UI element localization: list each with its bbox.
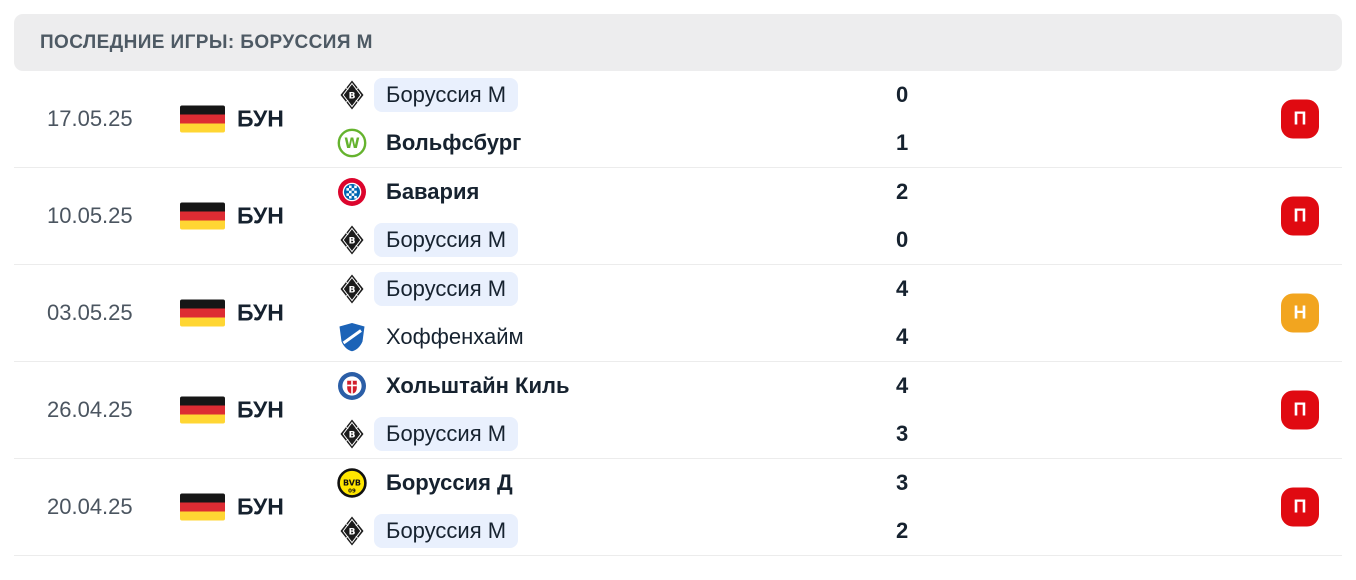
- team-name: Вольфсбург: [386, 130, 522, 155]
- teams-block: Хольштайн Киль 4 B Боруссия М 3: [337, 362, 1342, 458]
- league-label: БУН: [237, 105, 284, 132]
- germany-flag-icon: [180, 299, 225, 327]
- league-label: БУН: [237, 299, 284, 326]
- svg-text:B: B: [349, 528, 356, 538]
- matches-list: 17.05.25 БУН B Боруссия М 0 W Вольфсбург…: [14, 71, 1342, 556]
- svg-text:BVB: BVB: [343, 479, 361, 488]
- germany-flag-icon: [180, 105, 225, 133]
- match-date: 20.04.25: [47, 494, 133, 519]
- germany-flag-icon: [180, 202, 225, 230]
- team-row: BVB 09 Боруссия Д 3: [337, 459, 1342, 507]
- teams-block: Бавария 2 B Боруссия М 0: [337, 168, 1342, 264]
- borussia-moenchengladbach-logo: B: [337, 516, 367, 546]
- team-score: 3: [896, 421, 909, 446]
- team-score: 1: [896, 130, 909, 155]
- match-row[interactable]: 17.05.25 БУН B Боруссия М 0 W Вольфсбург…: [14, 71, 1342, 168]
- teams-block: BVB 09 Боруссия Д 3 B Боруссия М 2: [337, 459, 1342, 555]
- team-score: 2: [896, 518, 909, 543]
- borussia-moenchengladbach-logo: B: [337, 80, 367, 110]
- section-title: ПОСЛЕДНИЕ ИГРЫ: БОРУССИЯ М: [40, 31, 373, 53]
- league-label: БУН: [237, 396, 284, 423]
- result-badge-loss: П: [1281, 99, 1319, 139]
- team-row: Хольштайн Киль 4: [337, 362, 1342, 410]
- team-name: Боруссия М: [374, 514, 519, 548]
- svg-text:W: W: [344, 136, 359, 152]
- team-row: B Боруссия М 0: [337, 71, 1342, 119]
- team-row: B Боруссия М 2: [337, 507, 1342, 555]
- team-score: 3: [896, 470, 909, 495]
- svg-text:09: 09: [348, 488, 356, 494]
- team-name: Боруссия М: [374, 272, 519, 306]
- team-row: B Боруссия М 3: [337, 410, 1342, 458]
- borussia-moenchengladbach-logo: B: [337, 225, 367, 255]
- match-date: 10.05.25: [47, 203, 133, 228]
- match-date: 26.04.25: [47, 397, 133, 422]
- bayern-logo: [337, 177, 367, 207]
- team-name: Боруссия М: [374, 78, 519, 112]
- team-name: Боруссия М: [374, 417, 519, 451]
- borussia-moenchengladbach-logo: B: [337, 419, 367, 449]
- match-row[interactable]: 26.04.25 БУН Хольштайн Киль 4 B Боруссия…: [14, 362, 1342, 459]
- league-label: БУН: [237, 202, 284, 229]
- holstein-kiel-logo: [337, 371, 367, 401]
- germany-flag-icon: [180, 396, 225, 424]
- result-badge-loss: П: [1281, 487, 1319, 527]
- team-score: 4: [896, 373, 909, 398]
- team-row: B Боруссия М 0: [337, 216, 1342, 264]
- match-date: 17.05.25: [47, 106, 133, 131]
- match-row[interactable]: 10.05.25 БУН Бавария 2 B Боруссия М 0 П: [14, 168, 1342, 265]
- match-date: 03.05.25: [47, 300, 133, 325]
- league-label: БУН: [237, 493, 284, 520]
- borussia-moenchengladbach-logo: B: [337, 274, 367, 304]
- team-name: Бавария: [386, 179, 480, 204]
- team-row: B Боруссия М 4: [337, 265, 1342, 313]
- team-row: W Вольфсбург 1: [337, 119, 1342, 167]
- team-row: Бавария 2: [337, 168, 1342, 216]
- match-row[interactable]: 20.04.25 БУН BVB 09 Боруссия Д 3 B Борусс…: [14, 459, 1342, 556]
- teams-block: B Боруссия М 4 Хоффенхайм 4: [337, 265, 1342, 361]
- germany-flag-icon: [180, 493, 225, 521]
- svg-text:B: B: [349, 431, 356, 441]
- result-badge-loss: П: [1281, 390, 1319, 430]
- team-name: Боруссия Д: [386, 470, 513, 495]
- svg-text:B: B: [349, 237, 356, 247]
- svg-text:B: B: [349, 286, 356, 296]
- wolfsburg-logo: W: [337, 128, 367, 158]
- result-badge-draw: Н: [1281, 293, 1319, 333]
- hoffenheim-logo: [337, 322, 367, 352]
- result-badge-loss: П: [1281, 196, 1319, 236]
- team-row: Хоффенхайм 4: [337, 313, 1342, 361]
- team-score: 2: [896, 179, 909, 204]
- team-name: Хоффенхайм: [386, 324, 524, 349]
- team-score: 0: [896, 82, 909, 107]
- teams-block: B Боруссия М 0 W Вольфсбург 1: [337, 71, 1342, 167]
- team-score: 4: [896, 276, 909, 301]
- team-name: Боруссия М: [374, 223, 519, 257]
- match-row[interactable]: 03.05.25 БУН B Боруссия М 4 Хоффенхайм 4…: [14, 265, 1342, 362]
- team-name: Хольштайн Киль: [386, 373, 570, 398]
- team-score: 4: [896, 324, 909, 349]
- section-header: ПОСЛЕДНИЕ ИГРЫ: БОРУССИЯ М: [14, 14, 1342, 71]
- team-score: 0: [896, 227, 909, 252]
- svg-text:B: B: [349, 92, 356, 102]
- borussia-dortmund-logo: BVB 09: [337, 468, 367, 498]
